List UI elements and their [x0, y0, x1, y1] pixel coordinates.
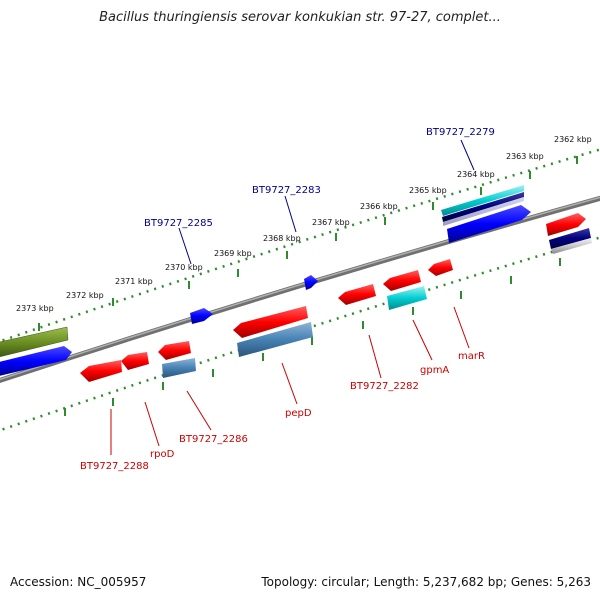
- gene-bt9727-2286-steel[interactable]: [162, 358, 196, 378]
- gene-bt9727-2288[interactable]: [80, 360, 122, 382]
- gene-red-far-right[interactable]: [546, 213, 586, 236]
- gene-navy-far-right[interactable]: [549, 228, 592, 254]
- gene-label-bt9727-2285[interactable]: BT9727_2285: [144, 218, 213, 229]
- gene-label-bt9727-2283[interactable]: BT9727_2283: [252, 185, 321, 196]
- kbp-label: 2372 kbp: [66, 291, 104, 300]
- gene-bt9727-2279-navy[interactable]: [442, 192, 524, 226]
- gene-label-pepd[interactable]: pepD: [285, 408, 312, 419]
- gene-bt9727-2286-red[interactable]: [158, 341, 191, 360]
- leader-lines-top: [178, 139, 475, 265]
- scale-ticks-bottom: [64, 258, 561, 416]
- gene-bt9727-2283[interactable]: [304, 275, 318, 290]
- gene-label-bt9727-2288[interactable]: BT9727_2288: [80, 461, 149, 472]
- kbp-label: 2366 kbp: [360, 202, 398, 211]
- gene-label-rpod[interactable]: rpoD: [150, 449, 175, 460]
- kbp-label: 2367 kbp: [312, 218, 350, 227]
- kbp-label: 2365 kbp: [409, 186, 447, 195]
- scale-track-top: [0, 148, 600, 343]
- kbp-label: 2368 kbp: [263, 234, 301, 243]
- kbp-label: 2370 kbp: [165, 263, 203, 272]
- gene-label-gpma[interactable]: gpmA: [420, 365, 449, 376]
- gene-bt9727-2279-cyan[interactable]: [441, 185, 524, 216]
- gene-gpma-cyan[interactable]: [387, 286, 427, 310]
- gene-label-bt9727-2282[interactable]: BT9727_2282: [350, 381, 419, 392]
- kbp-label: 2373 kbp: [16, 304, 54, 313]
- kbp-label: 2369 kbp: [214, 249, 252, 258]
- genome-backbone: [0, 195, 600, 383]
- gene-label-bt9727-2286[interactable]: BT9727_2286: [179, 434, 248, 445]
- scale-ticks-top: [38, 156, 578, 331]
- gene-label-marr[interactable]: marR: [458, 351, 485, 362]
- gene-olive-left[interactable]: [0, 326, 69, 358]
- kbp-label: 2363 kbp: [506, 152, 544, 161]
- kbp-label: 2364 kbp: [457, 170, 495, 179]
- gene-blue-left[interactable]: [0, 346, 72, 377]
- gene-pepd-steel[interactable]: [237, 322, 313, 357]
- kbp-label: 2362 kbp: [554, 135, 592, 144]
- leader-lines-bottom: [110, 306, 470, 455]
- gene-label-bt9727-2279[interactable]: BT9727_2279: [426, 127, 495, 138]
- gene-rpod[interactable]: [121, 352, 149, 370]
- kbp-label: 2371 kbp: [115, 277, 153, 286]
- gene-gpma-red[interactable]: [383, 270, 421, 291]
- gene-bt9727-2282[interactable]: [338, 284, 376, 305]
- accession-text: Accession: NC_005957: [10, 575, 147, 589]
- gene-marr[interactable]: [428, 259, 453, 276]
- map-title: Bacillus thuringiensis serovar konkukian…: [99, 10, 501, 25]
- gene-bt9727-2285[interactable]: [190, 308, 213, 324]
- gene-pepd-red[interactable]: [233, 306, 308, 338]
- gene-blue-right[interactable]: [447, 205, 531, 243]
- genome-summary-text: Topology: circular; Length: 5,237,682 bp…: [261, 575, 591, 589]
